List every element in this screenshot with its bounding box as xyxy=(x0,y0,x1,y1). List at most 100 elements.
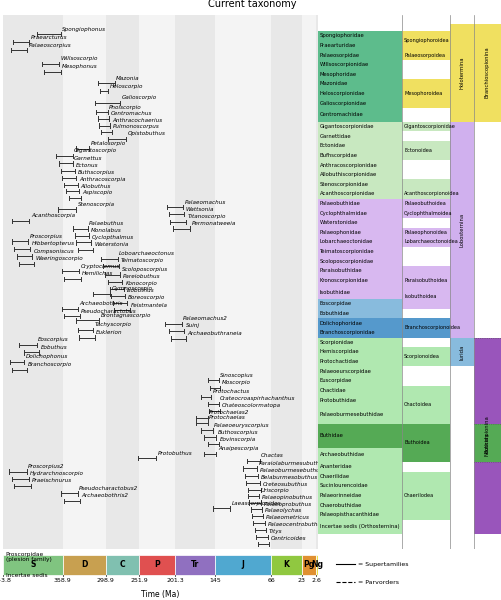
Text: Chaerilidae: Chaerilidae xyxy=(320,474,350,479)
Text: Palaeoburmesebuthidae: Palaeoburmesebuthidae xyxy=(320,412,384,416)
Text: Mesophonus: Mesophonus xyxy=(62,64,98,70)
Bar xyxy=(402,424,450,462)
Bar xyxy=(318,218,402,227)
Text: Bufhscorpidae: Bufhscorpidae xyxy=(320,153,358,158)
Text: Anaipescorpia: Anaipescorpia xyxy=(218,446,258,451)
Bar xyxy=(402,179,450,208)
Text: Spongiophoridae: Spongiophoridae xyxy=(320,34,365,38)
Bar xyxy=(318,299,402,308)
Text: Hibbertopterus: Hibbertopterus xyxy=(32,241,75,246)
Text: Iurida: Iurida xyxy=(459,344,464,359)
Bar xyxy=(318,481,402,491)
Text: Archaeobuthraneia: Archaeobuthraneia xyxy=(187,331,242,336)
Bar xyxy=(318,227,402,237)
Text: Acanthoscorpionidae: Acanthoscorpionidae xyxy=(320,191,375,196)
Text: Ng: Ng xyxy=(311,560,323,569)
Text: Scorpionoidea: Scorpionoidea xyxy=(404,354,440,359)
Text: Aspiscopio: Aspiscopio xyxy=(83,190,113,196)
Text: Chactoidea: Chactoidea xyxy=(404,402,432,407)
Bar xyxy=(318,338,402,347)
Text: Waterstonidae: Waterstonidae xyxy=(320,220,358,225)
Bar xyxy=(318,160,402,170)
Text: Isobuthus: Isobuthus xyxy=(127,288,154,293)
Text: Paraisobuthoidea: Paraisobuthoidea xyxy=(404,278,447,283)
Bar xyxy=(318,510,402,520)
Text: Current taxonomy: Current taxonomy xyxy=(207,0,296,9)
Text: Ectonoidea: Ectonoidea xyxy=(404,148,432,153)
Text: Compsoniscus: Compsoniscus xyxy=(34,248,74,254)
Bar xyxy=(318,79,402,89)
Text: Eovinscorpia: Eovinscorpia xyxy=(220,437,256,442)
Bar xyxy=(318,462,402,472)
Text: Garnettus: Garnettus xyxy=(74,156,103,161)
Text: Chactas: Chactas xyxy=(261,453,284,458)
Text: Monolabus: Monolabus xyxy=(91,228,121,233)
Text: Proscorpius2: Proscorpius2 xyxy=(28,464,65,469)
Text: Palaeoscorpius: Palaeoscorpius xyxy=(29,43,71,47)
Bar xyxy=(473,23,501,122)
Bar xyxy=(318,122,402,131)
Text: Ananteridae: Ananteridae xyxy=(320,464,353,469)
Text: J: J xyxy=(241,560,244,569)
Text: Teimatoscorpio: Teimatoscorpio xyxy=(120,259,163,263)
Text: Euscorpidae: Euscorpidae xyxy=(320,378,352,383)
Text: Palaeometricus: Palaeometricus xyxy=(266,515,310,520)
Text: Titys: Titys xyxy=(269,529,283,534)
Text: Palaeosorpidae: Palaeosorpidae xyxy=(320,53,360,58)
Text: Allobuthus: Allobuthus xyxy=(81,184,111,188)
Text: Archaeobothris2: Archaeobothris2 xyxy=(81,493,128,498)
Text: Allobuthiscorpionidae: Allobuthiscorpionidae xyxy=(320,172,377,177)
Text: Galioscorpio: Galioscorpio xyxy=(122,95,157,100)
Text: Kronoscorpionidae: Kronoscorpionidae xyxy=(320,278,369,283)
Bar xyxy=(175,555,215,575)
Text: Ectonidae: Ectonidae xyxy=(320,143,346,148)
Text: Anthracoscorpia: Anthracoscorpia xyxy=(79,177,126,182)
Bar xyxy=(402,285,450,308)
Text: Tachyscorpio: Tachyscorpio xyxy=(95,322,132,328)
Text: Praearcturus: Praearcturus xyxy=(31,35,67,40)
Text: Scoloposcorpionidae: Scoloposcorpionidae xyxy=(320,259,374,263)
Text: Branchoscorpionoidea: Branchoscorpionoidea xyxy=(404,325,460,331)
Text: Scoloposcorpius: Scoloposcorpius xyxy=(122,267,168,272)
Text: Ectonus: Ectonus xyxy=(76,163,99,168)
Bar xyxy=(318,405,402,424)
Bar xyxy=(402,386,450,424)
Text: Eobuthidae: Eobuthidae xyxy=(320,311,350,316)
Bar xyxy=(318,491,402,500)
Text: Holotermina: Holotermina xyxy=(459,56,464,89)
Text: Crateocroaspirhachanthus: Crateocroaspirhachanthus xyxy=(220,396,296,401)
Text: Eoscorpidae: Eoscorpidae xyxy=(320,301,352,307)
Text: Palaeophonoidea: Palaeophonoidea xyxy=(404,230,447,235)
Text: Phoiscorpio: Phoiscorpio xyxy=(109,104,142,110)
Bar xyxy=(402,347,450,367)
Text: Chateoscolormatopa: Chateoscolormatopa xyxy=(221,403,281,408)
Bar xyxy=(318,141,402,151)
Text: Konocorpio: Konocorpio xyxy=(125,281,157,286)
Bar xyxy=(106,555,139,575)
Text: P: P xyxy=(154,560,160,569)
Text: Sinoscopius: Sinoscopius xyxy=(220,373,254,377)
Text: Gigantoscorpio: Gigantoscorpio xyxy=(74,148,117,154)
Bar xyxy=(139,555,175,575)
Text: Cyclophthalmoidea: Cyclophthalmoidea xyxy=(404,211,452,215)
Text: Garnettidae: Garnettidae xyxy=(320,134,352,139)
Text: Creteosubuthus: Creteosubuthus xyxy=(263,482,308,487)
Bar xyxy=(318,328,402,338)
Text: Pseudocharactobus2: Pseudocharactobus2 xyxy=(79,486,138,491)
Bar xyxy=(402,50,450,60)
Text: Palaebuthus: Palaebuthus xyxy=(89,221,124,226)
Text: Gymnoscorpio: Gymnoscorpio xyxy=(112,286,153,291)
Text: Eobuthus: Eobuthus xyxy=(41,345,68,350)
Bar xyxy=(402,227,450,237)
Text: Protochactus: Protochactus xyxy=(213,389,250,394)
Bar xyxy=(402,199,450,208)
Bar xyxy=(215,15,271,549)
Text: Mesophoridae: Mesophoridae xyxy=(320,72,357,77)
Bar xyxy=(3,555,63,575)
Bar xyxy=(318,131,402,141)
Bar xyxy=(318,31,402,41)
Bar xyxy=(318,189,402,199)
Bar xyxy=(318,347,402,357)
Text: Centromachus: Centromachus xyxy=(110,111,152,116)
Text: C: C xyxy=(119,560,125,569)
